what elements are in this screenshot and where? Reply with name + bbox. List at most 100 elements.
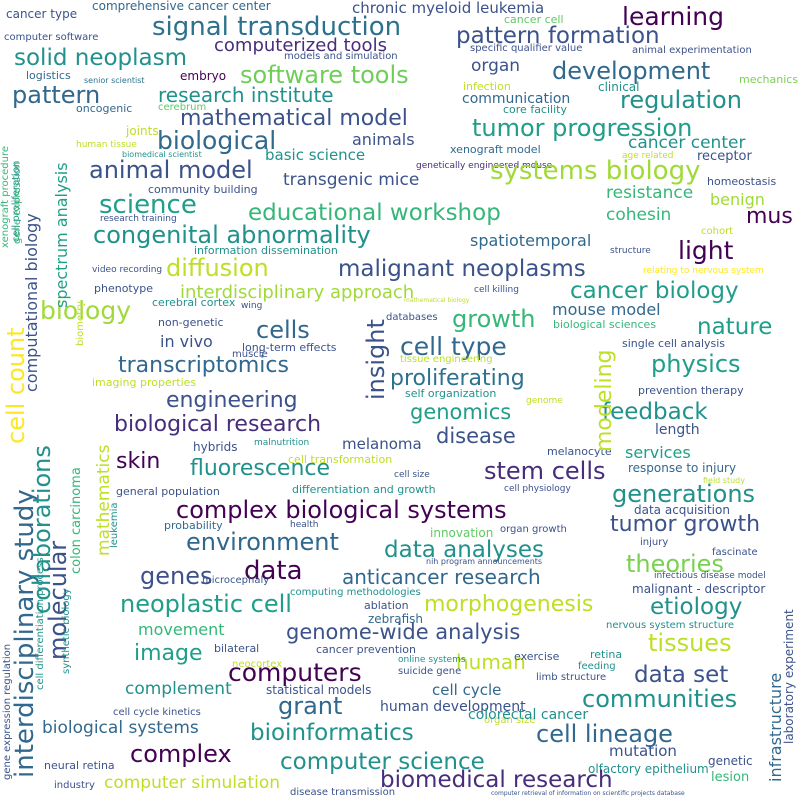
- word: disease transmission: [290, 787, 396, 798]
- word: benign: [710, 190, 765, 209]
- word: software tools: [240, 61, 409, 89]
- word: complex: [130, 740, 232, 768]
- word: structure: [610, 246, 651, 256]
- word: grant: [278, 692, 343, 720]
- word: anticancer research: [342, 565, 541, 589]
- word: organ size: [484, 715, 536, 726]
- word: tissue engineering: [400, 354, 493, 365]
- word: neocortex: [232, 659, 283, 670]
- word: animal experimentation: [632, 45, 752, 56]
- word: leukemia: [109, 502, 120, 548]
- word: ablation: [364, 599, 409, 612]
- word: complex biological systems: [176, 496, 507, 524]
- word: cancer cell: [504, 13, 564, 26]
- word: disease: [436, 424, 516, 448]
- word: mathematical biology: [404, 297, 470, 304]
- word: models and simulation: [284, 51, 398, 62]
- word: joints: [126, 124, 159, 138]
- word: human: [456, 650, 526, 674]
- word: mus: [746, 204, 793, 229]
- word: organ: [471, 56, 521, 76]
- word: specific qualifier value: [470, 43, 583, 54]
- word: genetic: [708, 754, 753, 768]
- word: age related: [622, 151, 674, 161]
- word: cell differentiation process: [35, 557, 46, 690]
- word: physics: [651, 350, 741, 378]
- word: cell cycle kinetics: [113, 707, 201, 718]
- word: general population: [116, 485, 220, 498]
- word: in vivo: [160, 332, 213, 351]
- word: zebrafish: [368, 612, 424, 626]
- word: genes: [140, 562, 213, 590]
- word: interdisciplinary approach: [180, 282, 415, 303]
- word: non-genetic: [158, 316, 224, 329]
- word: cancer biology: [570, 278, 739, 304]
- word: solid neoplasm: [14, 45, 188, 71]
- word: theories: [626, 550, 724, 578]
- word: educational workshop: [248, 200, 501, 226]
- word: insight: [362, 319, 390, 400]
- word: cohort: [701, 226, 734, 237]
- word: melanocyte: [547, 445, 612, 458]
- word: computer software: [4, 32, 99, 43]
- word: movement: [138, 620, 225, 639]
- word: video recording: [92, 265, 163, 275]
- word: information dissemination: [194, 244, 338, 257]
- word: tumor growth: [610, 512, 761, 537]
- word: biological systems: [42, 718, 199, 738]
- word: development: [552, 57, 711, 85]
- word: self organization: [405, 387, 497, 400]
- word: olfactory epithelium: [588, 762, 709, 776]
- word: genome-wide analysis: [286, 620, 521, 644]
- word: biological: [157, 126, 277, 155]
- word: communities: [582, 685, 738, 713]
- word: systems biology: [490, 156, 701, 186]
- word: logistics: [26, 69, 71, 82]
- word: limb structure: [536, 672, 607, 683]
- word: xenograft model: [450, 143, 541, 156]
- word: genetically engineered mouse: [416, 161, 553, 171]
- word: cerebral cortex: [152, 296, 236, 309]
- word: engineering: [166, 388, 298, 413]
- word: mutation: [609, 742, 677, 760]
- word: suicide gene: [398, 666, 462, 677]
- word: neoplastic cell: [120, 590, 292, 618]
- word: imaging properties: [92, 376, 197, 389]
- word: online systems: [398, 655, 466, 665]
- word: receptor: [697, 149, 752, 164]
- word: computer science: [280, 749, 485, 775]
- word: industry: [54, 780, 95, 791]
- word: bioinformatics: [250, 720, 414, 746]
- word: infection: [463, 80, 511, 93]
- word: genome: [526, 396, 563, 406]
- word: xenograft procedure: [0, 146, 11, 248]
- word: biological sciences: [553, 318, 657, 331]
- word: health: [290, 520, 319, 530]
- word: resistance: [606, 183, 694, 203]
- word: fascinate: [712, 547, 758, 558]
- word: computational biology: [22, 213, 41, 392]
- word: cell physiology: [504, 484, 571, 494]
- word: feeding: [578, 661, 616, 672]
- word: feedback: [602, 399, 708, 425]
- word: injury: [640, 537, 669, 548]
- word: transcriptomics: [118, 353, 289, 378]
- word: infectious disease model: [654, 571, 766, 581]
- word: nervous system structure: [606, 620, 735, 631]
- word: nature: [697, 314, 773, 340]
- word: cancer type: [6, 7, 78, 21]
- word: tumor progression: [472, 114, 693, 142]
- word: image: [134, 641, 203, 666]
- word: modeling: [592, 349, 617, 452]
- word: cancer center: [628, 133, 746, 153]
- word: prevention therapy: [638, 384, 744, 397]
- word: cell killing: [474, 285, 519, 295]
- word: hybrids: [193, 440, 238, 454]
- word: computerized tools: [214, 35, 387, 56]
- word: cancer prevention: [316, 643, 416, 656]
- word: biology: [40, 296, 132, 325]
- word: mouse model: [552, 300, 661, 319]
- word: stem cells: [484, 457, 606, 485]
- word: research training: [100, 214, 177, 224]
